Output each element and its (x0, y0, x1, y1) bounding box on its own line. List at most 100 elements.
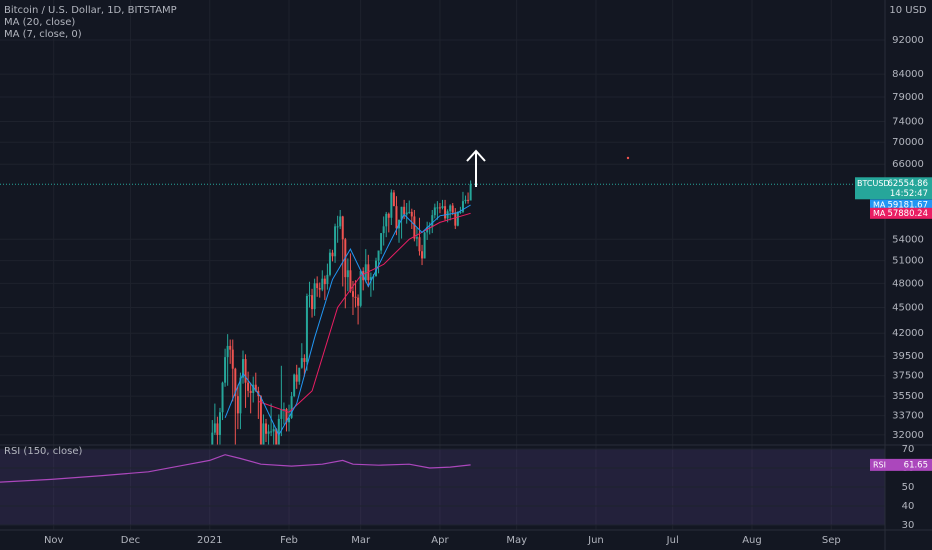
candle-body (346, 270, 349, 278)
candle-body (431, 215, 434, 228)
candle-body (293, 374, 296, 397)
candle-body (211, 432, 214, 445)
candle-body (364, 264, 367, 281)
candle-body (436, 207, 439, 209)
y-tick-label: 39500 (892, 351, 924, 362)
candle-body (247, 382, 250, 391)
x-tick-label: 2021 (197, 535, 222, 546)
chart-title: Bitcoin / U.S. Dollar, 1D, BITSTAMP (4, 5, 177, 16)
candle-body (236, 396, 239, 414)
candle-body (224, 357, 227, 383)
candle-body (400, 206, 403, 220)
candle-body (382, 226, 385, 234)
candle-body (369, 277, 372, 281)
candle-body (385, 213, 388, 227)
candle-body (449, 205, 452, 212)
candle-body (357, 297, 360, 306)
annotation-arrow (466, 149, 486, 187)
candle-body (282, 408, 285, 410)
candle-body (231, 349, 234, 369)
x-tick-label: Mar (351, 535, 371, 546)
candle-body (349, 270, 352, 292)
candle-body (359, 271, 362, 306)
candle-body (336, 226, 339, 228)
y-tick-label: 50 (902, 482, 915, 493)
candle-body (334, 226, 337, 257)
y-tick-label: 92000 (892, 35, 924, 46)
y-tick-label: 51000 (892, 256, 924, 267)
x-tick-label: Jul (666, 535, 679, 546)
candle-body (216, 423, 219, 435)
candle-body (413, 216, 416, 239)
candle-body (280, 408, 283, 419)
candle-body (218, 412, 221, 435)
ma-line (224, 204, 471, 436)
candle-body (467, 199, 470, 201)
candle-body (305, 295, 308, 362)
candle-body (288, 417, 291, 423)
y-tick-label: 45000 (892, 302, 924, 313)
candle-body (298, 367, 301, 382)
y-tick-label: 40 (902, 501, 915, 512)
y-tick-label: 66000 (892, 159, 924, 170)
candle-body (265, 423, 268, 434)
candle-body (441, 206, 444, 209)
marker-dot (626, 156, 630, 160)
candle-body (339, 216, 342, 227)
candle-body (377, 250, 380, 261)
candle-body (318, 288, 321, 290)
candle-body (321, 278, 324, 290)
candle-body (433, 207, 436, 216)
candle-body (415, 237, 418, 239)
ma-tag-value: 59181.67 (887, 201, 928, 211)
candle-body (387, 213, 390, 218)
candle-body (351, 291, 354, 297)
ma-tag-value: 57880.24 (887, 209, 928, 219)
candle-body (241, 359, 244, 378)
candle-body (438, 207, 441, 209)
candle-body (259, 396, 262, 445)
y-tick-label: 70 (902, 444, 915, 455)
candle-body (390, 192, 393, 218)
candle-body (244, 359, 247, 383)
y-tick-label: 79000 (892, 92, 924, 103)
candle-body (341, 216, 344, 240)
candle-body (392, 192, 395, 207)
candle-body (295, 374, 298, 382)
candle-body (275, 429, 278, 445)
candle-body (249, 390, 252, 393)
candle-body (213, 423, 216, 433)
candle-body (328, 252, 331, 275)
candle-body (308, 295, 311, 297)
y-tick-label: 37500 (892, 371, 924, 382)
candle-body (277, 418, 280, 445)
candle-body (303, 358, 306, 362)
candle-body (408, 211, 411, 213)
candle-body (221, 382, 224, 413)
x-tick-label: Dec (121, 535, 140, 546)
x-tick-label: Sep (822, 535, 841, 546)
y-tick-label: 70000 (892, 137, 924, 148)
x-tick-label: Nov (44, 535, 64, 546)
candle-body (410, 211, 413, 217)
candle-body (323, 278, 326, 285)
candle-body (316, 283, 319, 289)
candle-body (456, 211, 459, 226)
candle-body (331, 252, 334, 257)
y-tick-label: 84000 (892, 69, 924, 80)
legend-entry: RSI (150, close) (4, 446, 83, 457)
ma-tag-name: MA (873, 201, 886, 210)
y-tick-label: 74000 (892, 116, 924, 127)
candle-body (444, 206, 447, 219)
candle-body (451, 205, 454, 213)
candle-body (313, 283, 316, 310)
y-tick-label: 32000 (892, 430, 924, 441)
rsi-tag-name: RSI (873, 460, 886, 469)
countdown: 14:52:47 (890, 189, 928, 199)
candle-body (267, 431, 270, 434)
candle-body (380, 233, 383, 251)
candle-body (300, 358, 303, 368)
y-tick-label: 35500 (892, 391, 924, 402)
